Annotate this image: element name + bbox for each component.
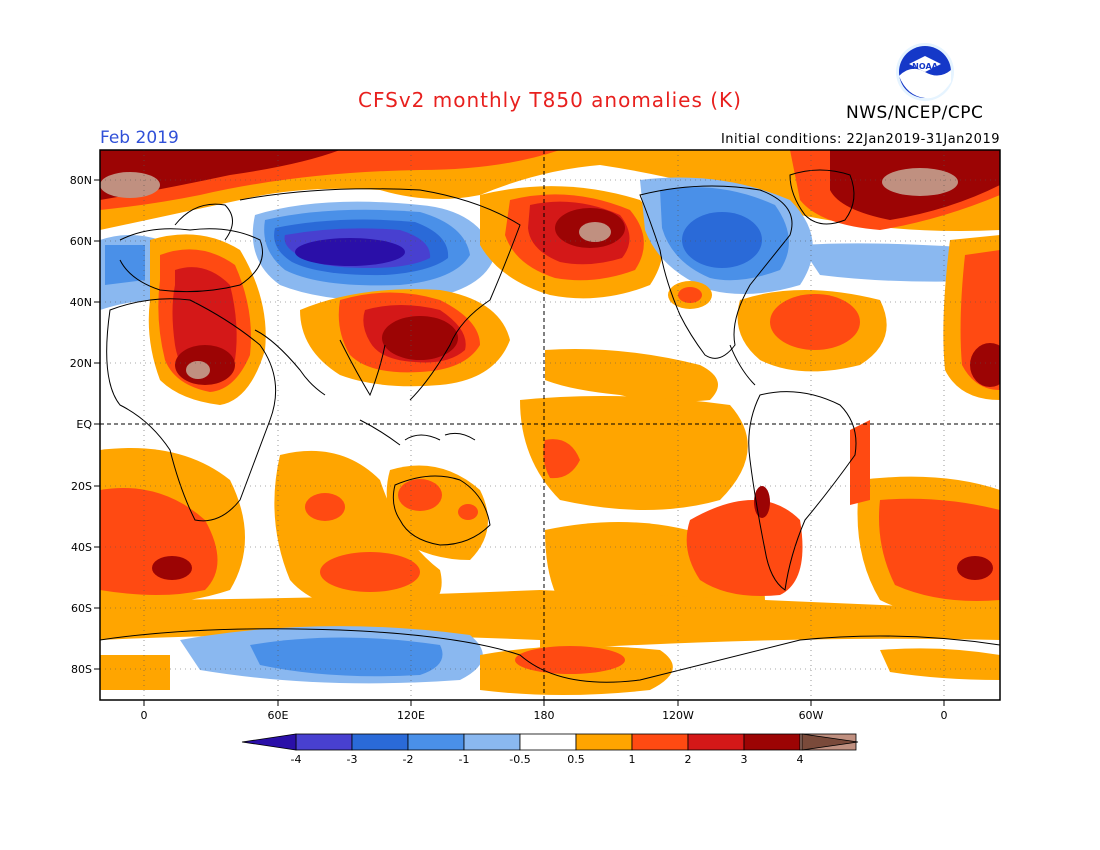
- lon-labels: 0 60E 120E 180 120W 60W 0: [141, 709, 948, 722]
- colorbar-label: 1: [629, 753, 636, 766]
- south-atlantic-warm-3: [152, 556, 192, 580]
- arctic-peak-east: [882, 168, 958, 196]
- africa-coast: [106, 298, 277, 522]
- southwest-atlantic-warm-2: [879, 498, 1000, 601]
- colorbar-bin: [631, 733, 689, 751]
- lon-ticks: [143, 700, 945, 706]
- europe-coast: [119, 228, 263, 293]
- indian-ocean-warm-2: [320, 552, 420, 592]
- south-america-warm: [686, 500, 803, 596]
- lon-label-120e: 120E: [397, 709, 425, 722]
- lon-label-180: 180: [534, 709, 555, 722]
- lat-label-80s: 80S: [71, 663, 92, 676]
- colorbar-bin: [743, 733, 801, 751]
- australia-warm-2: [398, 479, 442, 511]
- lat-labels: 80N 60N 40N 20N EQ 20S 40S 60S 80S: [70, 174, 93, 676]
- lat-label-20s: 20S: [71, 480, 92, 493]
- antarctic-warm-east: [880, 648, 1000, 680]
- southern-ocean-warm-east: [540, 590, 1000, 650]
- central-pacific-warm-2: [543, 439, 580, 479]
- colorbar-bin: [463, 733, 521, 751]
- asia-coast: [239, 188, 521, 401]
- colorbar-label: 2: [685, 753, 692, 766]
- initial-conditions: Initial conditions: 22Jan2019-31Jan2019: [720, 132, 1000, 147]
- siberia-cold-core: [295, 238, 405, 266]
- lon-label-120w: 120W: [662, 709, 694, 722]
- southern-ocean-warm-west: [100, 590, 540, 640]
- lat-label-20n: 20N: [70, 357, 92, 370]
- colorbar-bin: [295, 733, 353, 751]
- south-america-coast: [748, 391, 857, 591]
- north-america-coast: [639, 185, 793, 359]
- colorbar-bin: [519, 733, 577, 751]
- scandinavia-coast: [174, 203, 233, 241]
- colorbar-label: -0.5: [509, 753, 530, 766]
- antarctic-warm-2: [515, 646, 625, 674]
- colorbar-label: 0.5: [567, 753, 585, 766]
- lat-ticks: [94, 179, 100, 670]
- atlantic-tropics-warm: [850, 420, 870, 505]
- africa-warm-east-edge-3: [970, 343, 1000, 387]
- colorbar-arrow-low: [241, 733, 297, 751]
- europe-cold-2: [105, 245, 145, 285]
- colorbar-label: -4: [291, 753, 302, 766]
- asia-warm-core: [382, 316, 458, 360]
- africa-warm-peak: [186, 361, 210, 379]
- colorbar-label: -1: [459, 753, 470, 766]
- colorbar-bin: [687, 733, 745, 751]
- chart-title: CFSv2 monthly T850 anomalies (K): [358, 88, 742, 112]
- lat-label-40s: 40S: [71, 541, 92, 554]
- india-coast: [339, 339, 386, 397]
- antarctic-warm-west: [100, 655, 170, 690]
- us-warm-core: [678, 287, 702, 303]
- colorbar-bin: [351, 733, 409, 751]
- antarctica-coast: [100, 628, 1000, 683]
- map-frame: [99, 149, 1001, 701]
- colorbar-label: 3: [741, 753, 748, 766]
- logo-text: NOAA: [912, 62, 938, 71]
- southwest-atlantic-warm-3: [957, 556, 993, 580]
- colorbar: -4 -3 -2 -1 -0.5 0.5 1 2 3 4: [241, 733, 859, 766]
- canada-cold-core: [682, 212, 762, 268]
- lon-label-60e: 60E: [268, 709, 289, 722]
- lat-label-40n: 40N: [70, 296, 92, 309]
- reference-lines: [100, 150, 1000, 700]
- arctic-band-2: [100, 150, 340, 200]
- lat-label-60n: 60N: [70, 235, 92, 248]
- colorbar-bin: [575, 733, 633, 751]
- colorbar-label: -3: [347, 753, 358, 766]
- arctic-peak-west: [100, 172, 160, 198]
- central-america-coast: [729, 344, 756, 386]
- colorbar-bin: [407, 733, 465, 751]
- forecast-month: Feb 2019: [100, 128, 179, 148]
- indian-ocean-warm-3: [305, 493, 345, 521]
- colorbar-arrow-high: [801, 733, 859, 751]
- coastlines: [100, 169, 1000, 683]
- lon-label-0-east: 0: [941, 709, 948, 722]
- anomaly-fields: [100, 150, 1000, 695]
- agency-label: NWS/NCEP/CPC: [846, 103, 984, 123]
- lat-label-eq: EQ: [76, 418, 92, 431]
- indonesia-islands: [359, 419, 476, 446]
- australia-coast: [392, 475, 491, 546]
- colorbar-label: 4: [797, 753, 804, 766]
- bering-warm-peak: [579, 222, 611, 242]
- graticule: [100, 150, 1000, 700]
- noaa-logo: NOAA: [896, 43, 954, 101]
- tropical-pacific-warm: [545, 349, 718, 402]
- atlantic-warm-core: [770, 294, 860, 350]
- arabia-coast: [254, 329, 326, 396]
- australia-warm-3: [458, 504, 478, 520]
- colorbar-label: -2: [403, 753, 414, 766]
- lat-label-60s: 60S: [71, 602, 92, 615]
- lat-label-80n: 80N: [70, 174, 92, 187]
- lon-label-0: 0: [141, 709, 148, 722]
- lon-label-60w: 60W: [799, 709, 824, 722]
- greenland-coast: [789, 169, 855, 225]
- antarctic-cold-2: [250, 637, 443, 677]
